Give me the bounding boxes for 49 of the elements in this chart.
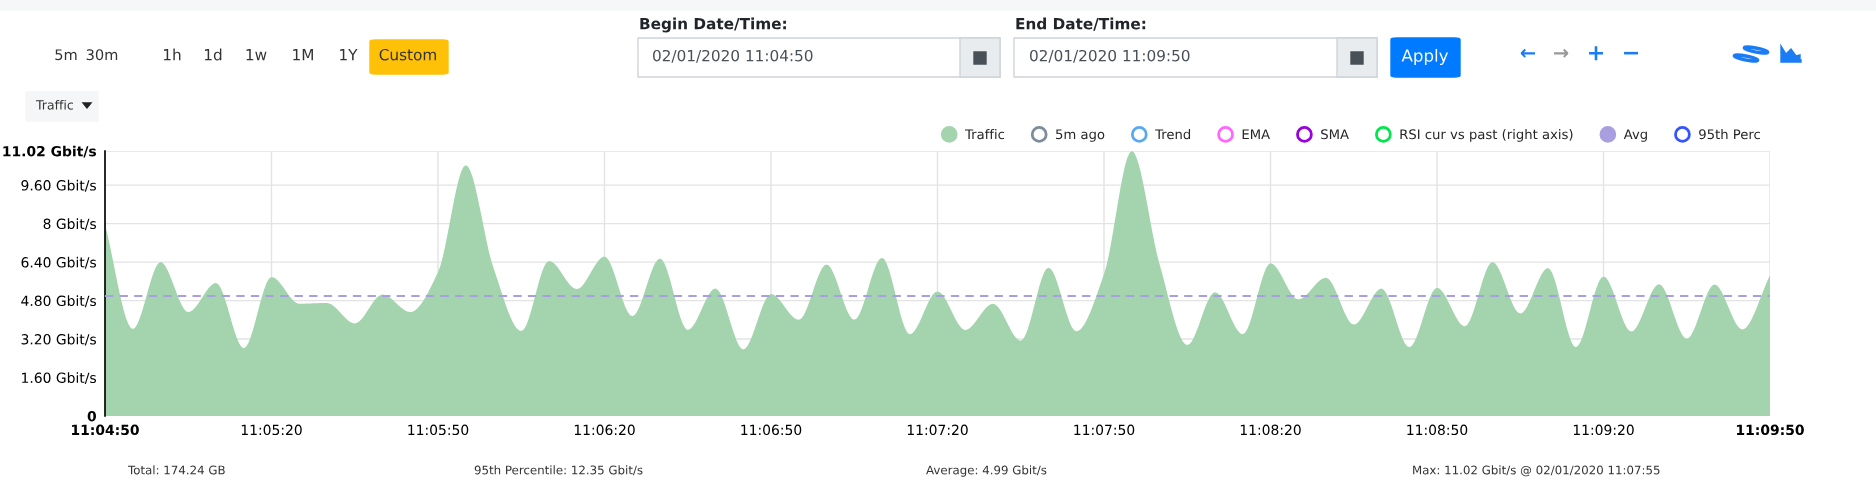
- text: Total: 174.24 GB: [127, 465, 225, 475]
- x-tick-label: 11:09:20: [1573, 424, 1634, 436]
- x-tick-label: 11:06:20: [574, 424, 635, 436]
- legend-label: EMA: [1242, 129, 1271, 140]
- text: 1d: [204, 48, 222, 61]
- y-tick-label: 9.60 Gbit/s: [21, 179, 96, 192]
- text: 1M: [293, 49, 313, 61]
- y-tick-label: 6.40 Gbit/s: [21, 256, 96, 269]
- text: Traffic: [35, 99, 73, 110]
- text: Begin Date/Time:: [640, 17, 786, 33]
- y-tick-label: 4.80 Gbit/s: [21, 295, 96, 308]
- text: Average: 4.99 Gbit/s: [926, 465, 1047, 477]
- x-tick-label: 11:08:20: [1240, 424, 1301, 436]
- y-tick-label: 8 Gbit/s: [43, 218, 96, 231]
- text: +: [1589, 46, 1603, 61]
- text: 02/01/2020 11:04:50: [653, 49, 813, 63]
- text: 1w: [246, 49, 267, 61]
- text: 30m: [86, 49, 118, 61]
- text: 5m: [55, 49, 77, 61]
- text: 1h: [163, 48, 181, 61]
- text: −: [1624, 51, 1638, 55]
- text: 95th Percentile: 12.35 Gbit/s: [474, 465, 643, 476]
- text: Custom: [379, 48, 436, 61]
- y-tick-label: 11.02 Gbit/s: [3, 145, 97, 158]
- legend-label: Trend: [1155, 128, 1191, 140]
- text: 02/01/2020 11:09:50: [1030, 49, 1190, 63]
- x-tick-label: 11:09:50: [1737, 424, 1804, 436]
- x-tick-label: 11:05:50: [408, 424, 469, 436]
- text: Apply: [1401, 48, 1449, 66]
- text: Max: 11.02 Gbit/s @ 02/01/2020 11:07:55: [1413, 465, 1660, 477]
- legend-label: 5m ago: [1056, 129, 1105, 142]
- legend-label: 95th Perc: [1699, 128, 1760, 140]
- x-tick-label: 11:08:50: [1407, 424, 1468, 436]
- y-tick-label: 3.20 Gbit/s: [21, 333, 96, 346]
- x-tick-label: 11:07:50: [1074, 424, 1135, 436]
- x-tick-label: 11:04:50: [72, 424, 139, 436]
- y-tick-label: 1.60 Gbit/s: [22, 372, 96, 385]
- legend-label: SMA: [1321, 129, 1349, 140]
- text: 1Y: [340, 49, 358, 61]
- x-tick-label: 11:05:20: [241, 424, 302, 436]
- legend-label: Traffic: [965, 128, 1005, 140]
- legend-label: Avg: [1623, 129, 1647, 142]
- x-tick-label: 11:07:20: [907, 424, 968, 436]
- text: ←: [1520, 48, 1536, 58]
- text: →: [1553, 48, 1569, 58]
- text: End Date/Time:: [1016, 17, 1146, 31]
- legend-label: RSI cur vs past (right axis): [1400, 128, 1573, 142]
- x-tick-label: 11:06:50: [741, 424, 802, 436]
- y-tick-label: 0: [87, 410, 96, 422]
